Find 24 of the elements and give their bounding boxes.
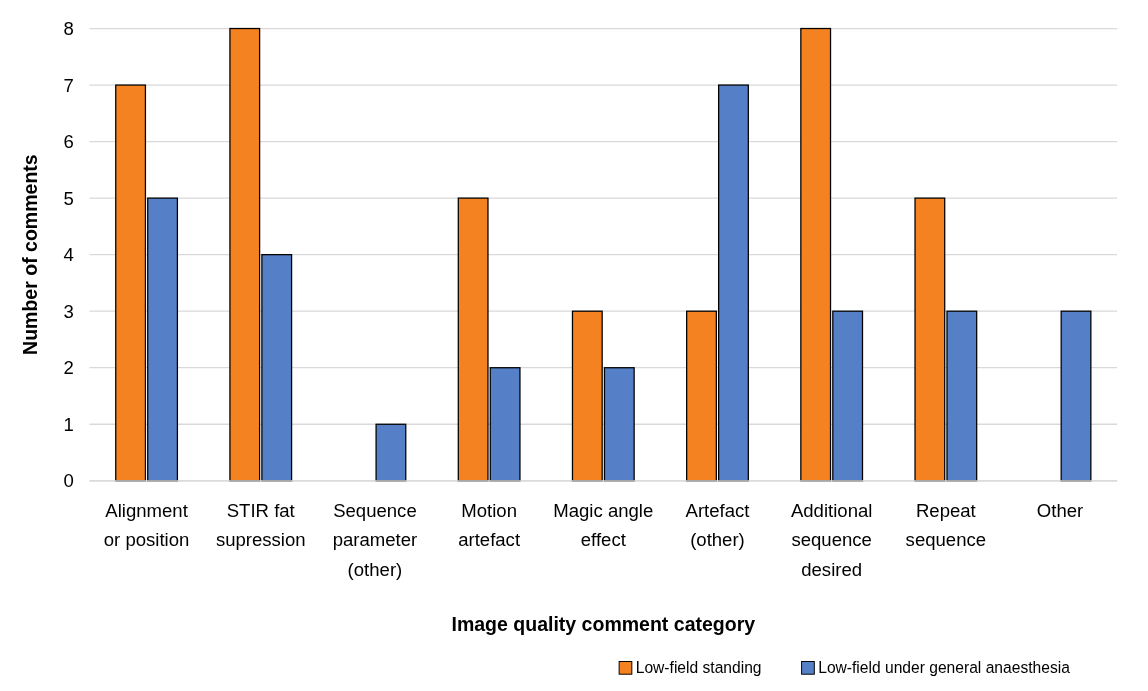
y-tick-label: 8 (63, 18, 74, 40)
bar (1060, 310, 1092, 482)
y-tick-label: 1 (63, 413, 74, 435)
x-axis-title: Image quality comment category (451, 613, 756, 636)
y-tick-label: 4 (63, 244, 74, 266)
x-tick-label: Sequence parameter (other) (332, 499, 418, 580)
y-tick-label: 0 (63, 470, 74, 492)
x-tick-label: STIR fat supression (215, 499, 306, 551)
x-tick-label: Other (1036, 499, 1084, 521)
x-tick-label: Magic angle effect (553, 499, 654, 551)
y-tick-label: 5 (63, 187, 74, 209)
y-axis-title: Number of comments (18, 154, 41, 355)
y-tick-label: 7 (63, 74, 74, 96)
bar (375, 423, 407, 482)
x-tick-label: Motion artefact (458, 499, 521, 551)
y-tick-label: 6 (63, 131, 74, 153)
y-tick-label: 3 (63, 300, 74, 322)
x-tick-label: Repeat sequence (905, 499, 987, 551)
x-tick-label: Artefact (other) (685, 499, 751, 551)
legend-label: Low-field under general anaesthesia (818, 659, 1071, 677)
legend-label: Low-field standing (635, 659, 762, 677)
x-tick-label: Alignment or position (103, 499, 190, 551)
y-tick-label: 2 (63, 357, 74, 379)
x-tick-label: Additional sequence desired (790, 499, 873, 580)
